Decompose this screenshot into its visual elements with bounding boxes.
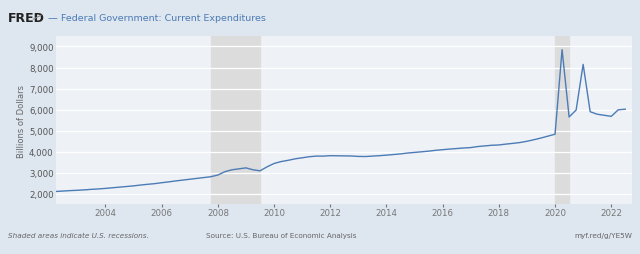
Text: myf.red/g/YE5W: myf.red/g/YE5W [575, 232, 632, 238]
Text: Source: U.S. Bureau of Economic Analysis: Source: U.S. Bureau of Economic Analysis [206, 232, 357, 238]
Text: Federal Government: Current Expenditures: Federal Government: Current Expenditures [61, 14, 266, 23]
Bar [555, 37, 569, 204]
Text: Shaded areas indicate U.S. recessions.: Shaded areas indicate U.S. recessions. [8, 232, 148, 238]
Bar [211, 37, 260, 204]
Text: FRED: FRED [8, 12, 45, 25]
Text: —: — [48, 13, 58, 23]
Y-axis label: Billions of Dollars: Billions of Dollars [17, 84, 26, 157]
